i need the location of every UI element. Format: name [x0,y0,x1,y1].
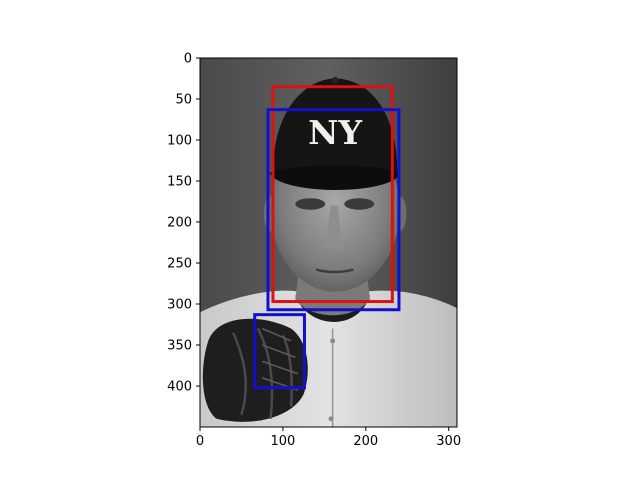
y-tick-label: 300 [167,298,192,313]
x-tick-label: 300 [436,434,461,449]
photo-image: NY [200,58,457,427]
y-tick-label: 150 [167,175,192,190]
x-tick-label: 0 [196,434,204,449]
x-tick-label: 200 [353,434,378,449]
y-tick-label: 100 [167,134,192,149]
y-tick-label: 200 [167,216,192,231]
y-tick-label: 400 [167,380,192,395]
x-tick-label: 100 [270,434,295,449]
y-axis-ticks: 0 50 100 150 200 250 300 350 400 [167,52,200,395]
cap-logo-text: NY [308,113,362,152]
x-axis-ticks: 0 100 200 300 [196,427,461,449]
y-tick-label: 350 [167,339,192,354]
y-tick-label: 0 [184,52,192,67]
y-tick-label: 50 [175,93,192,108]
y-tick-label: 250 [167,257,192,272]
